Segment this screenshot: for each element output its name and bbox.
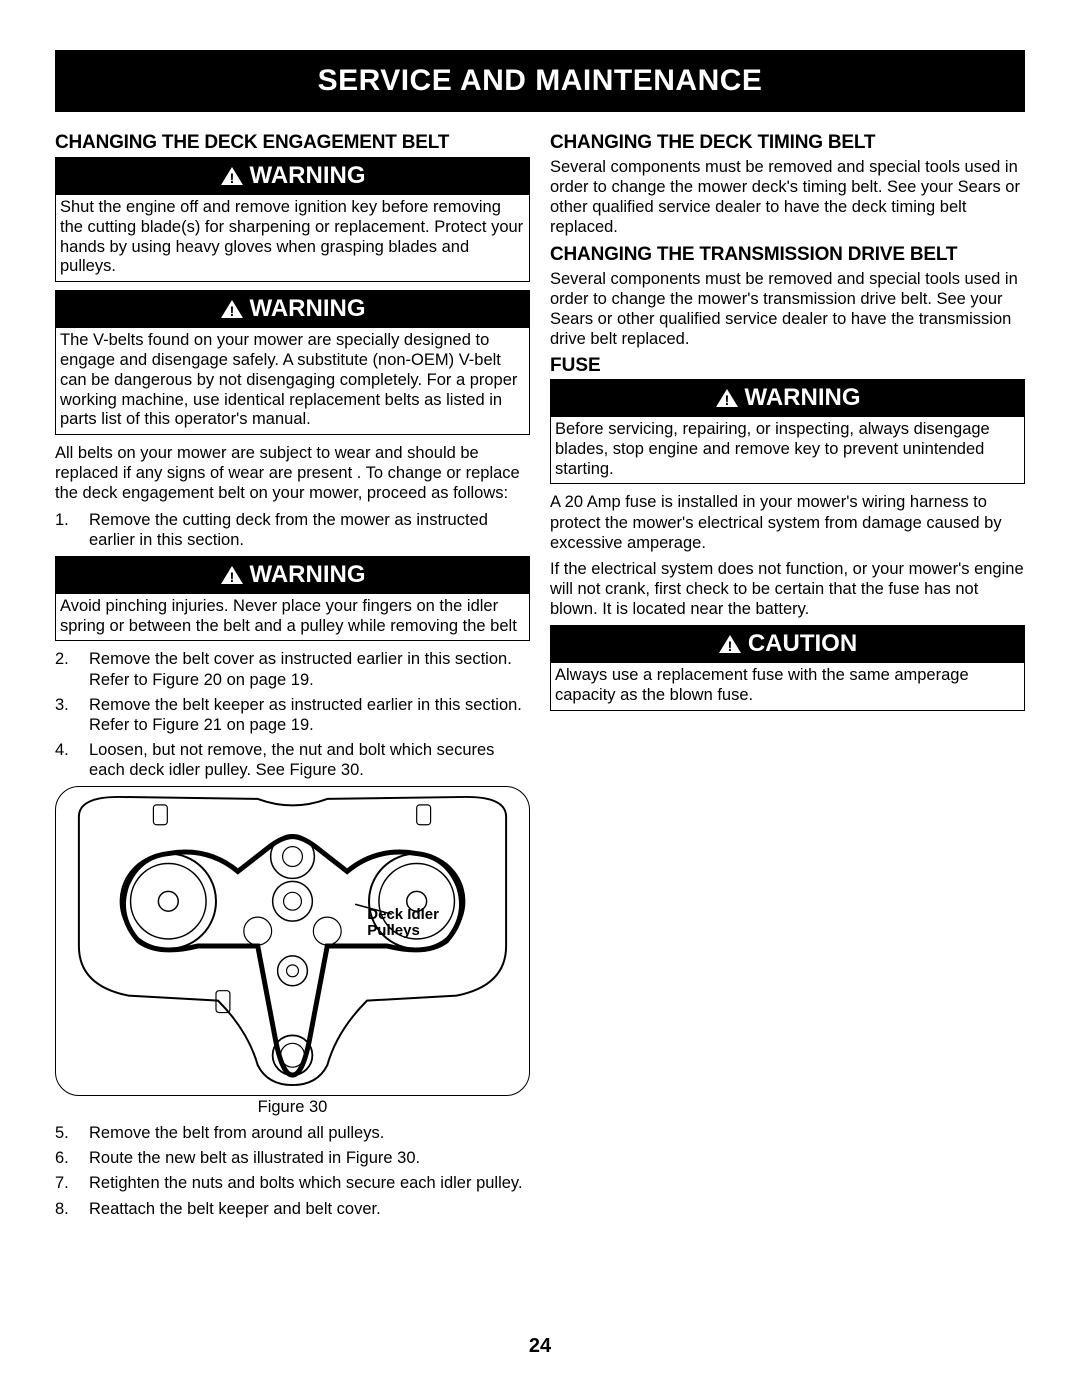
warning-text-1: Shut the engine off and remove ignition … (56, 195, 529, 281)
warning-text-fuse: Before servicing, repairing, or inspecti… (551, 417, 1024, 483)
step-text: Remove the belt cover as instructed earl… (89, 650, 512, 688)
caution-label: CAUTION (748, 630, 857, 658)
heading-fuse: FUSE (550, 355, 1025, 377)
warning-box-fuse: ! WARNING Before servicing, repairing, o… (550, 379, 1025, 484)
warning-label: WARNING (745, 384, 861, 412)
callout-line2: Pulleys (367, 923, 439, 939)
heading-timing-belt: CHANGING THE DECK TIMING BELT (550, 132, 1025, 154)
page-banner: SERVICE AND MAINTENANCE (55, 50, 1025, 112)
left-column: CHANGING THE DECK ENGAGEMENT BELT ! WARN… (55, 130, 530, 1225)
intro-paragraph: All belts on your mower are subject to w… (55, 443, 530, 503)
caution-header: ! CAUTION (551, 626, 1024, 663)
svg-text:!: ! (229, 170, 234, 186)
step-text: Loosen, but not remove, the nut and bolt… (89, 741, 494, 779)
warning-box-1: ! WARNING Shut the engine off and remove… (55, 157, 530, 282)
step-number: 5. (55, 1123, 83, 1143)
warning-label: WARNING (250, 561, 366, 589)
right-column: CHANGING THE DECK TIMING BELT Several co… (550, 130, 1025, 1225)
step-number: 3. (55, 695, 83, 715)
figure-30: Deck Idler Pulleys (55, 786, 530, 1096)
caution-text: Always use a replacement fuse with the s… (551, 663, 1024, 710)
callout-line1: Deck Idler (367, 907, 439, 923)
step-6: 6. Route the new belt as illustrated in F… (55, 1148, 530, 1168)
warning-header: ! WARNING (551, 380, 1024, 417)
figure-callout-label: Deck Idler Pulleys (367, 907, 439, 939)
step-number: 7. (55, 1173, 83, 1193)
step-text: Route the new belt as illustrated in Fig… (89, 1149, 420, 1167)
step-text: Reattach the belt keeper and belt cover. (89, 1200, 381, 1218)
svg-text:!: ! (724, 392, 729, 408)
warning-header: ! WARNING (56, 291, 529, 328)
deck-diagram-svg (56, 787, 529, 1095)
step-8: 8. Reattach the belt keeper and belt cove… (55, 1199, 530, 1219)
warning-label: WARNING (250, 295, 366, 323)
warning-header: ! WARNING (56, 158, 529, 195)
step-text: Retighten the nuts and bolts which secur… (89, 1174, 523, 1192)
svg-text:!: ! (727, 638, 732, 654)
step-1: 1. Remove the cutting deck from the mower… (55, 510, 530, 550)
step-number: 8. (55, 1199, 83, 1219)
warning-header: ! WARNING (56, 557, 529, 594)
step-2: 2. Remove the belt cover as instructed ea… (55, 649, 530, 689)
step-3: 3. Remove the belt keeper as instructed e… (55, 695, 530, 735)
transmission-paragraph: Several components must be removed and s… (550, 269, 1025, 350)
page-number: 24 (55, 1335, 1025, 1358)
step-text: Remove the cutting deck from the mower a… (89, 511, 488, 549)
warning-box-2: ! WARNING The V-belts found on your mowe… (55, 290, 530, 435)
svg-text:!: ! (229, 303, 234, 319)
warning-text-2: The V-belts found on your mower are spec… (56, 328, 529, 434)
heading-deck-engagement: CHANGING THE DECK ENGAGEMENT BELT (55, 132, 530, 154)
step-4: 4. Loosen, but not remove, the nut and bo… (55, 740, 530, 780)
caution-icon: ! (718, 634, 742, 654)
timing-belt-paragraph: Several components must be removed and s… (550, 157, 1025, 238)
warning-box-3: ! WARNING Avoid pinching injuries. Never… (55, 556, 530, 642)
step-text: Remove the belt from around all pulleys. (89, 1124, 384, 1142)
warning-label: WARNING (250, 162, 366, 190)
step-7: 7. Retighten the nuts and bolts which sec… (55, 1173, 530, 1193)
warning-text-3: Avoid pinching injuries. Never place you… (56, 594, 529, 641)
step-number: 6. (55, 1148, 83, 1168)
step-5: 5. Remove the belt from around all pulley… (55, 1123, 530, 1143)
step-number: 2. (55, 649, 83, 669)
fuse-paragraph-1: A 20 Amp fuse is installed in your mower… (550, 492, 1025, 552)
fuse-paragraph-2: If the electrical system does not functi… (550, 559, 1025, 619)
warning-icon: ! (220, 565, 244, 585)
svg-text:!: ! (229, 569, 234, 585)
step-text: Remove the belt keeper as instructed ear… (89, 696, 522, 734)
warning-icon: ! (715, 388, 739, 408)
caution-box: ! CAUTION Always use a replacement fuse … (550, 625, 1025, 711)
heading-transmission-belt: CHANGING THE TRANSMISSION DRIVE BELT (550, 244, 1025, 266)
warning-icon: ! (220, 299, 244, 319)
warning-icon: ! (220, 166, 244, 186)
step-number: 1. (55, 510, 83, 530)
figure-caption: Figure 30 (55, 1098, 530, 1117)
step-number: 4. (55, 740, 83, 760)
